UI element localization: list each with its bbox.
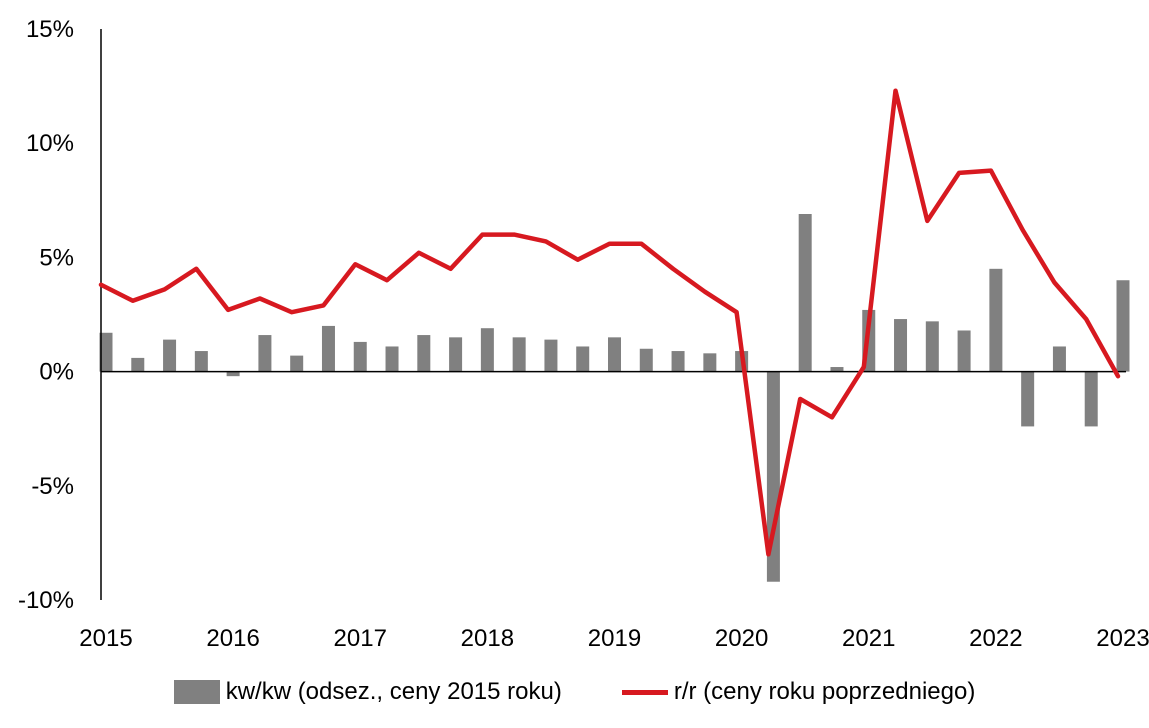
bar [321, 325, 335, 372]
bar [512, 337, 526, 372]
bar [639, 348, 653, 372]
bar [226, 371, 240, 377]
y-tick-label: -10% [18, 587, 74, 614]
combo-chart: 15%10%5%0%-5%-10% 2015 2016 2017 2018 2019 20… [18, 16, 1149, 652]
bar [894, 319, 908, 372]
bar [163, 339, 177, 372]
x-tick-label: 2015 [79, 625, 132, 652]
legend-item-line: r/r (ceny roku poprzedniego) [621, 678, 976, 706]
x-axis-ticks: 2015 2016 2017 2018 2019 2020 2021 2022 2023 [79, 625, 1149, 652]
bar [957, 330, 971, 372]
bar [417, 335, 431, 372]
bar [1084, 371, 1098, 427]
y-tick-label: 5% [39, 244, 74, 271]
legend-swatch-line [621, 689, 668, 695]
y-axis-ticks: 15% 10% 5% 0% -5% -10% [18, 16, 74, 614]
y-tick-label: -5% [31, 473, 74, 500]
x-tick-label: 2021 [842, 625, 895, 652]
x-tick-label: 2018 [461, 625, 514, 652]
x-tick-label: 2019 [588, 625, 641, 652]
legend: kw/kw (odsez., ceny 2015 roku) r/r (ceny… [0, 672, 1149, 712]
bar [194, 351, 208, 372]
bar [830, 367, 844, 372]
bar [131, 357, 145, 372]
bar-series [99, 214, 1130, 582]
bar [1052, 346, 1066, 372]
y-tick-label: 0% [39, 359, 74, 386]
bar [449, 337, 463, 372]
bar [353, 341, 367, 372]
legend-label-line: r/r (ceny roku poprzedniego) [673, 678, 976, 705]
bar [925, 321, 939, 372]
bar [480, 328, 494, 372]
bar [385, 346, 399, 372]
bar [258, 335, 272, 372]
bar [989, 268, 1003, 372]
legend-swatch-bar [173, 680, 220, 704]
x-tick-label: 2020 [715, 625, 768, 652]
bar [544, 339, 558, 372]
y-tick-label: 15% [26, 16, 74, 43]
legend-label-bars: kw/kw (odsez., ceny 2015 roku) [225, 678, 562, 705]
bar [1021, 371, 1035, 427]
bar [671, 351, 685, 372]
bar [290, 355, 304, 372]
line-series [98, 88, 1121, 557]
bar [766, 371, 780, 582]
x-tick-label: 2023 [1096, 625, 1149, 652]
bar [798, 214, 812, 372]
x-tick-label: 2016 [206, 625, 259, 652]
legend-item-bars: kw/kw (odsez., ceny 2015 roku) [173, 678, 562, 706]
bar [608, 337, 621, 372]
bar [576, 346, 590, 372]
x-tick-label: 2022 [969, 625, 1022, 652]
x-tick-label: 2017 [334, 625, 387, 652]
bar [703, 353, 717, 372]
bar [99, 332, 113, 372]
y-tick-label: 10% [26, 130, 74, 157]
bar [1116, 280, 1130, 372]
